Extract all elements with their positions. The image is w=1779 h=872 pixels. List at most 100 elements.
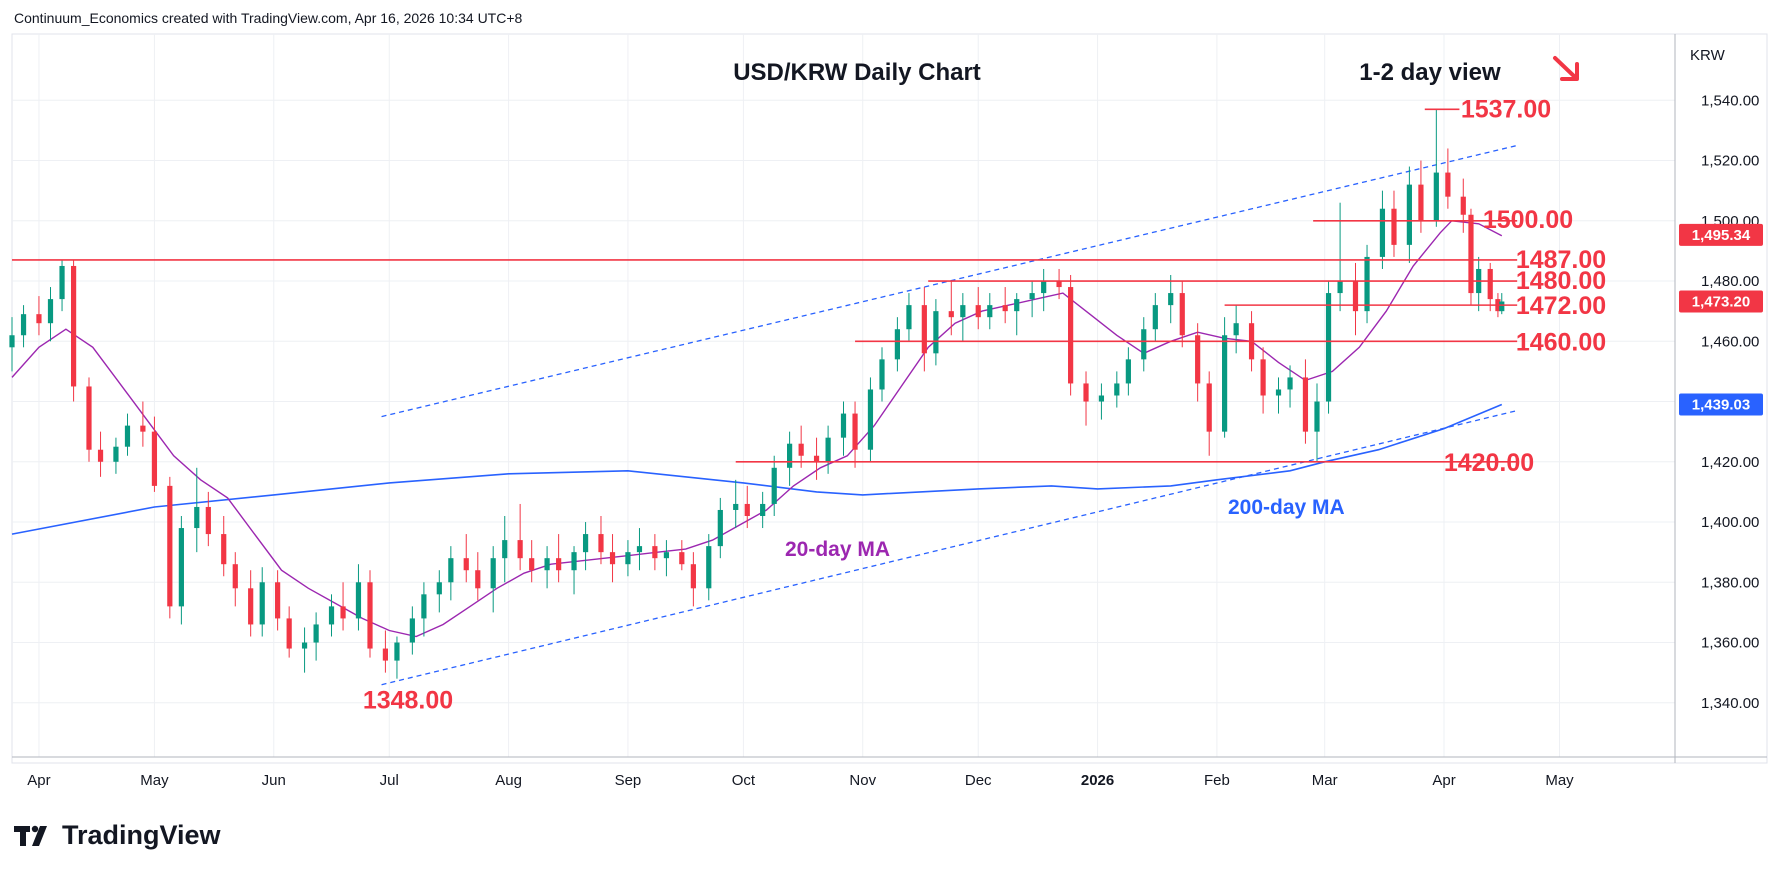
y-tick-label: 1,540.00: [1701, 92, 1759, 109]
candle: [232, 552, 238, 607]
candle: [1460, 178, 1466, 233]
candle: [1098, 383, 1105, 420]
x-tick-label: Nov: [849, 772, 876, 789]
candle-body: [1056, 281, 1062, 288]
candle-body: [448, 558, 454, 583]
candle: [933, 299, 939, 366]
candle: [787, 431, 793, 486]
y-tick-label: 1,360.00: [1701, 635, 1759, 652]
candle-body: [1418, 184, 1424, 221]
price-badge-ma200: 1,439.03: [1679, 393, 1763, 416]
candle: [221, 516, 227, 577]
candle: [59, 259, 65, 312]
candle: [679, 540, 685, 571]
level-label: 1472.00: [1516, 292, 1606, 320]
candle: [1468, 208, 1474, 306]
candle-body: [1325, 293, 1332, 402]
candle: [205, 491, 211, 547]
price-badge-label: 1,495.34: [1692, 227, 1751, 244]
candle-body: [475, 570, 481, 589]
candle-body: [97, 449, 104, 462]
candle: [529, 540, 535, 583]
candle: [1406, 166, 1412, 263]
y-tick-label: 1,520.00: [1701, 153, 1759, 170]
candle: [1352, 262, 1359, 336]
grid-lines: [11, 33, 1768, 764]
candle-body: [9, 335, 15, 348]
candle-body: [1460, 196, 1466, 215]
candle-body: [852, 413, 858, 450]
candle-body: [544, 558, 550, 571]
candle-body: [1406, 184, 1412, 245]
candle: [636, 528, 643, 571]
y-tick-label: 1,340.00: [1701, 695, 1759, 712]
y-tick-label: 1,460.00: [1701, 333, 1759, 350]
channel-line: [381, 409, 1518, 686]
candle-body: [355, 582, 362, 619]
candle-body: [771, 467, 777, 504]
candle-body: [394, 642, 400, 661]
y-tick-label: 1,380.00: [1701, 574, 1759, 591]
candlestick-series: [9, 109, 1505, 679]
candle-body: [787, 443, 793, 468]
candle-body: [636, 546, 643, 553]
candle-body: [178, 528, 184, 607]
candle-body: [367, 582, 373, 649]
candle: [652, 534, 658, 571]
candle-body: [906, 305, 912, 330]
candle-body: [529, 558, 535, 571]
x-tick-label: Aug: [495, 772, 522, 789]
candle: [571, 546, 577, 595]
candle: [421, 582, 427, 637]
candle-body: [760, 503, 766, 516]
candle-body: [1041, 281, 1047, 294]
candle-body: [1179, 293, 1185, 336]
candle: [1433, 109, 1439, 227]
candle: [9, 317, 15, 372]
candle: [436, 570, 442, 613]
candle-body: [70, 265, 77, 387]
price-badge-bg: [1679, 290, 1763, 313]
candle-body: [421, 594, 427, 619]
candle-body: [1141, 329, 1147, 360]
level-label: 1537.00: [1461, 95, 1551, 123]
candle-body: [582, 534, 589, 553]
candle-body: [140, 425, 146, 432]
candle: [1325, 281, 1332, 414]
axes: 1,340.00 1,360.00 1,380.00 1,400.00 1,420.00…: [12, 34, 1767, 789]
candle: [1041, 268, 1047, 312]
candle: [879, 347, 885, 402]
candle: [382, 630, 389, 673]
level-label: 1500.00: [1483, 206, 1573, 234]
candle-body: [221, 534, 227, 565]
candle-body: [598, 534, 604, 553]
ma200-label: 200-day MA: [1228, 496, 1345, 519]
candle: [194, 467, 200, 553]
candle-body: [663, 552, 670, 559]
candle: [582, 522, 589, 571]
candle-body: [436, 582, 442, 595]
candle: [1337, 202, 1343, 312]
candle: [340, 582, 346, 631]
candle: [178, 516, 184, 625]
candle: [47, 287, 54, 342]
candle-body: [1195, 335, 1201, 384]
candle-body: [328, 606, 335, 625]
candle-body: [47, 299, 54, 324]
candle-body: [1152, 305, 1158, 330]
candle-body: [286, 618, 292, 649]
candle-body: [463, 558, 469, 571]
candle: [394, 636, 400, 679]
price-badge-bg: [1679, 223, 1763, 246]
candle-body: [36, 314, 42, 324]
candle-body: [1002, 305, 1008, 312]
chart-attribution: Continuum_Economics created with Trading…: [14, 10, 523, 26]
candle-body: [1352, 281, 1359, 312]
candle: [517, 503, 523, 571]
candle: [1168, 275, 1174, 324]
candle: [717, 497, 723, 559]
candle: [1068, 275, 1074, 396]
candle: [301, 627, 308, 673]
